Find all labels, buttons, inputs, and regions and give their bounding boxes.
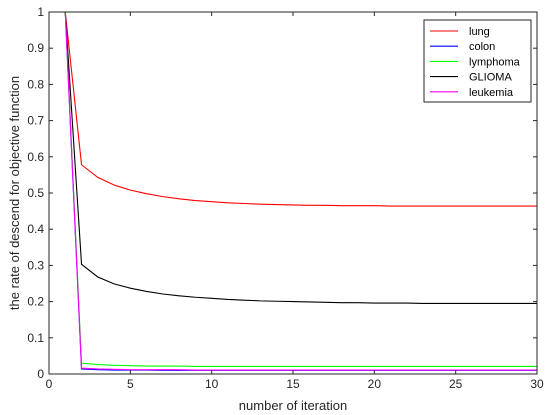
y-tick-label: 1 xyxy=(37,5,44,19)
y-tick-label: 0.5 xyxy=(27,186,44,200)
x-tick-label: 5 xyxy=(127,377,134,391)
y-tick-label: 0.8 xyxy=(27,77,44,91)
ticks-group: 0 5 10 15 20 25 30 0 0.1 0.2 0.3 0.4 0.5 0.6 0.7 0.8 0.9… xyxy=(27,5,544,391)
x-tick-label: 0 xyxy=(46,377,53,391)
series-line-lung xyxy=(64,11,537,207)
series-line-leukemia xyxy=(64,11,537,371)
x-tick-label: 10 xyxy=(205,377,219,391)
x-tick-label: 25 xyxy=(449,377,463,391)
y-tick-label: 0.6 xyxy=(27,150,44,164)
series-line-lymphoma xyxy=(64,11,537,367)
legend-label-lung: lung xyxy=(469,26,490,38)
y-tick-label: 0 xyxy=(37,367,44,381)
legend: lung colon lymphoma GLIOMA leukemia xyxy=(423,19,532,103)
y-tick-label: 0.7 xyxy=(27,114,44,128)
legend-label-glioma: GLIOMA xyxy=(469,72,512,84)
y-tick-label: 0.9 xyxy=(27,41,44,55)
y-axis-label: the rate of descend for objective functi… xyxy=(7,76,22,310)
x-tick-label: 30 xyxy=(530,377,544,391)
y-tick-label: 0.1 xyxy=(27,331,44,345)
y-tick-label: 0.4 xyxy=(27,222,44,236)
legend-label-colon: colon xyxy=(469,41,495,53)
y-tick-label: 0.3 xyxy=(27,258,44,272)
x-tick-label: 15 xyxy=(286,377,300,391)
series-group xyxy=(64,11,537,371)
x-tick-label: 20 xyxy=(368,377,382,391)
x-axis-label: number of iteration xyxy=(239,398,347,413)
legend-label-leukemia: leukemia xyxy=(469,87,514,99)
y-tick-label: 0.2 xyxy=(27,295,44,309)
plot-frame xyxy=(48,11,538,375)
legend-label-lymphoma: lymphoma xyxy=(469,56,521,68)
series-line-glioma xyxy=(64,11,537,304)
